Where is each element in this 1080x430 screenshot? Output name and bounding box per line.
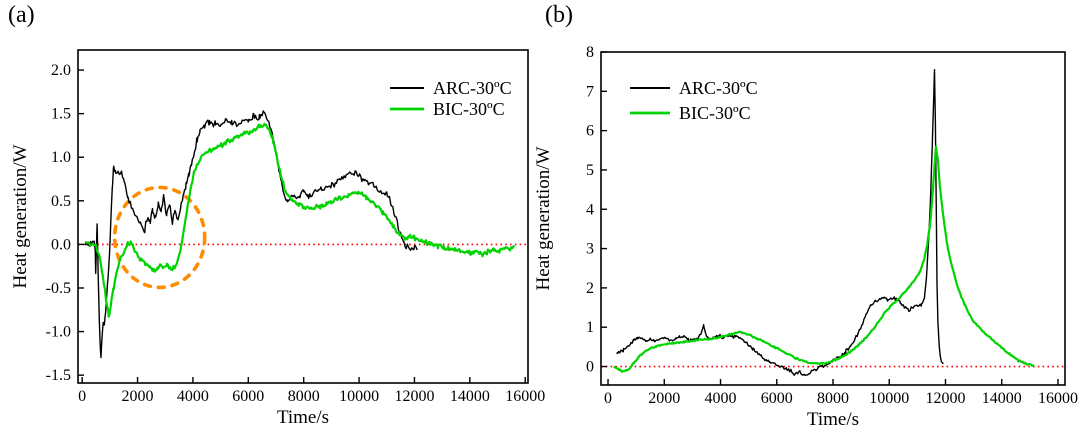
y-tick-label: 2.0 — [51, 62, 71, 79]
y-axis-label: Heat generation/W — [10, 144, 31, 288]
x-tick-label: 6000 — [761, 390, 793, 407]
series-bic-line — [84, 122, 516, 318]
panel-a: (a) 0 2000 4000 6000 8000 10000 12000 14000 1600… — [8, 2, 545, 428]
x-tick-label: 8000 — [288, 388, 320, 405]
legend-label-bic: BIC-30ºC — [679, 103, 751, 123]
x-tick-label: 12000 — [925, 390, 965, 407]
legend-label-arc: ARC-30ºC — [679, 78, 758, 98]
y-tick-label: 0.5 — [51, 193, 71, 210]
legend-label-bic: BIC-30ºC — [433, 99, 505, 119]
x-tick-label: 14000 — [982, 390, 1022, 407]
y-tick-label: 0 — [586, 359, 594, 376]
x-tick-label: 8000 — [817, 390, 849, 407]
y-tick-label: -0.5 — [46, 280, 71, 297]
y-tick-label: 1.0 — [51, 149, 71, 166]
annotation-circle — [112, 185, 207, 290]
x-tick-label: 10000 — [869, 390, 909, 407]
x-tick-label: 16000 — [1038, 390, 1078, 407]
y-tick-label: -1.0 — [46, 324, 71, 341]
panel-b: (b) 0 2000 4000 6000 8000 10000 12000 14000 1600… — [533, 0, 1080, 430]
chart-a: 0 2000 4000 6000 8000 10000 12000 14000 16000 2.0… — [10, 49, 545, 428]
panel-a-label: (a) — [8, 2, 35, 28]
x-tick-label: 0 — [78, 388, 86, 405]
y-tick-label: 8 — [586, 44, 594, 61]
panel-b-label: (b) — [545, 2, 573, 28]
series-bic-line — [613, 145, 1035, 373]
series-arc-line — [616, 69, 944, 377]
x-tick-label: 2000 — [648, 390, 680, 407]
x-tick-label: 10000 — [339, 388, 379, 405]
y-tick-label: 0.0 — [51, 236, 71, 253]
series-arc-line — [84, 110, 418, 359]
x-tick-label: 4000 — [177, 388, 209, 405]
y-tick-label: 2 — [586, 280, 594, 297]
x-axis-label: Time/s — [807, 409, 859, 430]
y-tick-label: 7 — [586, 83, 594, 100]
x-axis-label: Time/s — [277, 407, 329, 428]
y-tick-label: 1.5 — [51, 106, 71, 123]
x-tick-label: 0 — [604, 390, 612, 407]
plot-frame — [600, 51, 1066, 386]
y-tick-label: 3 — [586, 241, 594, 258]
y-tick-label: 5 — [586, 162, 594, 179]
x-tick-label: 2000 — [122, 388, 154, 405]
legend-label-arc: ARC-30ºC — [433, 78, 512, 98]
x-tick-label: 4000 — [705, 390, 737, 407]
y-axis-label: Heat generation/W — [533, 146, 554, 290]
y-tick-label: 1 — [586, 319, 594, 336]
x-tick-label: 16000 — [505, 388, 545, 405]
chart-b: 0 2000 4000 6000 8000 10000 12000 14000 16000 8 7 6… — [533, 44, 1078, 430]
x-tick-label: 12000 — [394, 388, 434, 405]
y-tick-label: 6 — [586, 123, 594, 140]
x-tick-label: 14000 — [450, 388, 490, 405]
y-tick-label: -1.5 — [46, 367, 71, 384]
y-tick-label: 4 — [586, 201, 594, 218]
x-tick-label: 6000 — [232, 388, 264, 405]
